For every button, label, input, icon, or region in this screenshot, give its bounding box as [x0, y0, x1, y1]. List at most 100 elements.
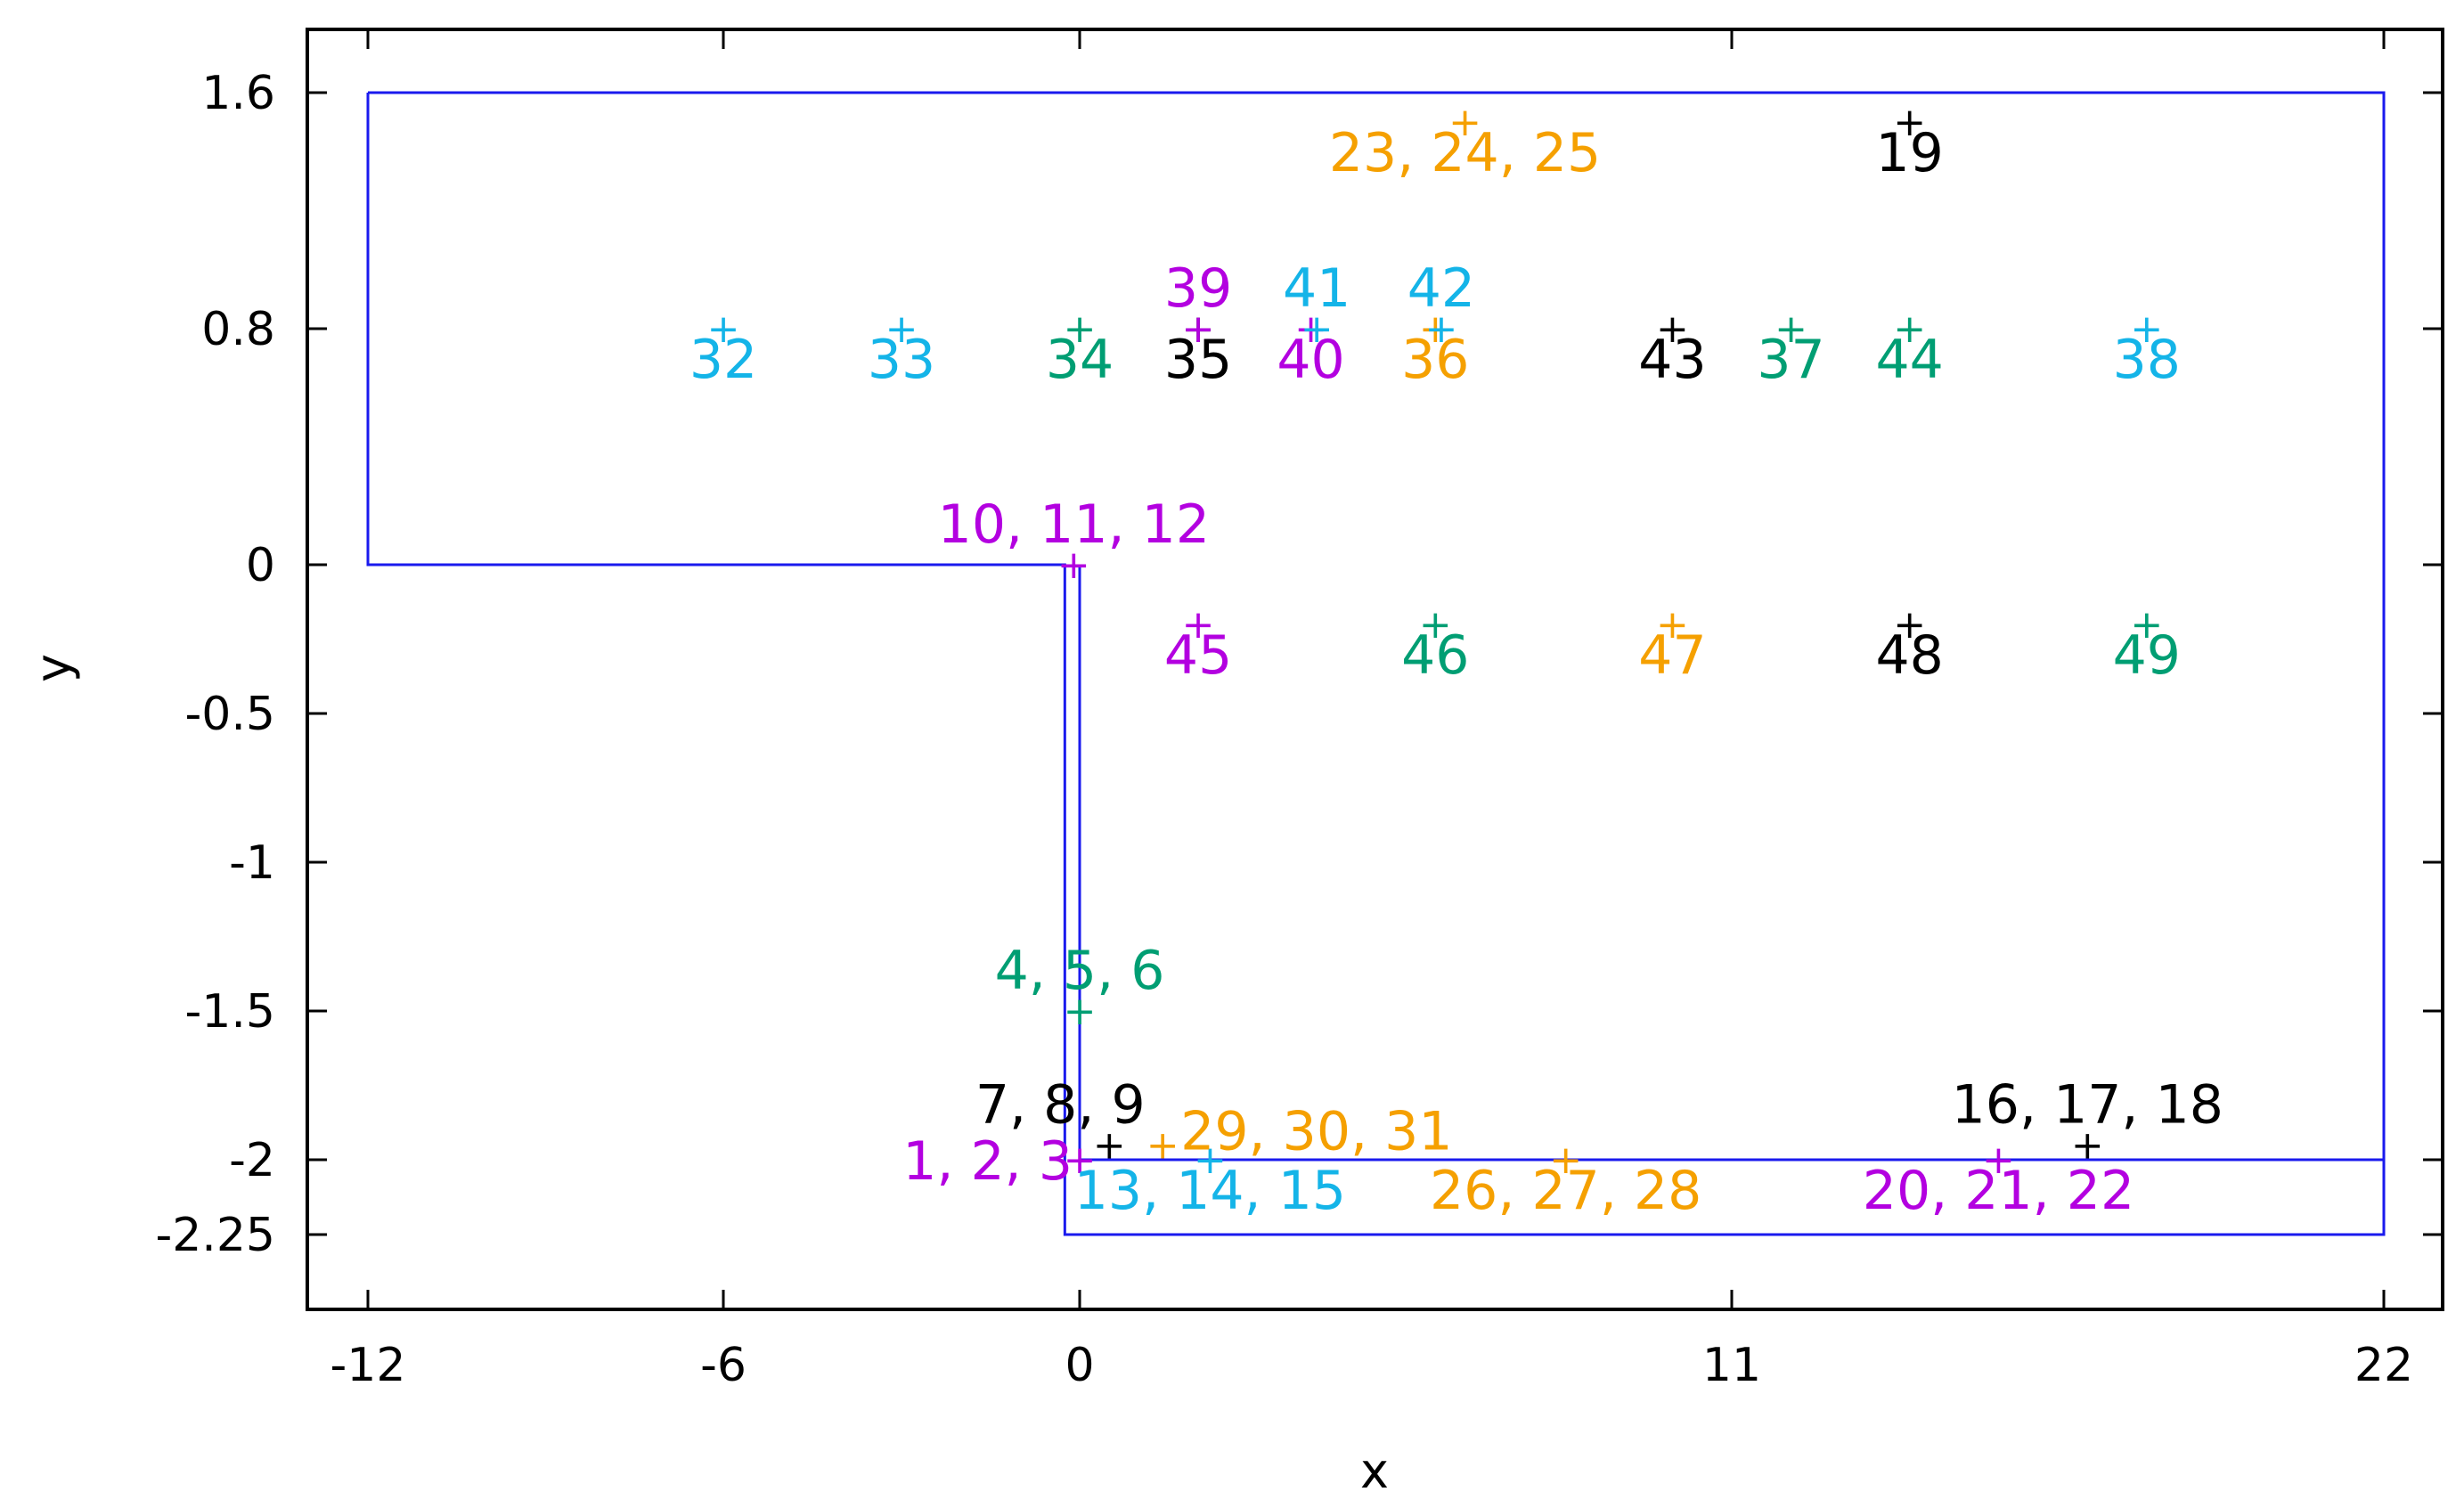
y-tick-label: -0.5 — [185, 688, 275, 741]
point-marker: + — [1182, 306, 1215, 352]
point-label: 44 — [1875, 329, 1943, 391]
x-tick-label: -6 — [700, 1339, 747, 1392]
point: +49 — [2113, 602, 2181, 687]
point-label: 19 — [1875, 122, 1943, 184]
point-label: 10, 11, 12 — [938, 493, 1210, 556]
point: +36 — [1401, 306, 1469, 391]
point-marker: + — [1064, 989, 1097, 1034]
point-label: 33 — [868, 329, 935, 391]
point: +44 — [1875, 306, 1943, 391]
point-marker: + — [1982, 1137, 2015, 1183]
point-marker: + — [2130, 306, 2163, 352]
point-marker: + — [1093, 1122, 1126, 1168]
point: +38 — [2113, 306, 2181, 391]
point-label: 43 — [1638, 329, 1706, 391]
x-tick-label: -12 — [330, 1339, 406, 1392]
point-label: 16, 17, 18 — [1952, 1073, 2223, 1136]
point-marker: + — [1893, 100, 1926, 145]
point-marker: + — [1419, 602, 1452, 648]
point-marker: + — [1182, 602, 1215, 648]
point-label: 29, 30, 31 — [1180, 1100, 1452, 1162]
point: +41 — [1283, 257, 1350, 352]
point-label: 23, 24, 25 — [1329, 122, 1601, 184]
point-marker: + — [707, 306, 740, 352]
point-marker: + — [1182, 306, 1215, 352]
point: +20, 21, 22 — [1863, 1137, 2134, 1222]
point-marker: + — [2071, 1122, 2104, 1168]
point: +10, 11, 12 — [938, 493, 1210, 588]
point: +43 — [1638, 306, 1706, 391]
point-marker: + — [1419, 306, 1452, 352]
x-tick-label: 22 — [2354, 1339, 2413, 1392]
point-marker: + — [1064, 306, 1097, 352]
point: +37 — [1757, 306, 1824, 391]
point-marker: + — [1775, 306, 1807, 352]
point: +32 — [689, 306, 757, 391]
y-tick-label: 0 — [246, 539, 275, 592]
point-marker: + — [1656, 602, 1689, 648]
y-tick-label: 1.6 — [201, 67, 275, 120]
point: +47 — [1638, 602, 1706, 687]
point-marker: + — [1064, 1137, 1097, 1183]
point-label: 7, 8, 9 — [975, 1073, 1146, 1136]
x-tick-label: 11 — [1702, 1339, 1761, 1392]
point: +19 — [1875, 100, 1943, 184]
point: +33 — [868, 306, 935, 391]
point-label: 32 — [689, 329, 757, 391]
axis-tick-labels: -12 -6 0 11 22 1.6 0.8 0 -0.5 -1 -1.5 -2 -2.25 — [155, 67, 2413, 1392]
point: +29, 30, 31 — [1146, 1100, 1453, 1168]
point-label: 42 — [1407, 257, 1475, 320]
point-marker: + — [1893, 602, 1926, 648]
point-label: 48 — [1875, 624, 1943, 687]
point-label: 47 — [1638, 624, 1706, 687]
point-label: 46 — [1401, 624, 1469, 687]
point-label: 38 — [2113, 329, 2181, 391]
point: +42 — [1407, 257, 1475, 352]
point-marker: + — [1294, 306, 1327, 352]
point-marker: + — [1424, 306, 1457, 352]
point-marker: + — [1448, 100, 1481, 145]
point-label: 4, 5, 6 — [995, 940, 1165, 1002]
data-points: +1, 2, 3+4, 5, 6+7, 8, 9+10, 11, 12+13, … — [689, 100, 2223, 1222]
y-axis-title: y — [25, 654, 81, 682]
point-marker: + — [1194, 1137, 1227, 1183]
point: +39 — [1164, 257, 1232, 352]
point-label: 35 — [1164, 329, 1232, 391]
point-label: 49 — [2113, 624, 2181, 687]
point-marker: + — [1146, 1122, 1179, 1168]
point: +40 — [1277, 306, 1344, 391]
y-tick-label: 0.8 — [201, 303, 275, 356]
y-tick-label: -1.5 — [185, 985, 275, 1039]
point-label: 39 — [1164, 257, 1232, 320]
point-label: 40 — [1277, 329, 1344, 391]
point-label: 13, 14, 15 — [1074, 1160, 1346, 1222]
point-label: 34 — [1046, 329, 1114, 391]
point: +16, 17, 18 — [1952, 1073, 2223, 1168]
point-marker: + — [1893, 306, 1926, 352]
point-marker: + — [1656, 306, 1689, 352]
point-marker: + — [1549, 1137, 1582, 1183]
point: +13, 14, 15 — [1074, 1137, 1346, 1222]
point-label: 36 — [1401, 329, 1469, 391]
y-tick-label: -2 — [229, 1134, 275, 1187]
point-label: 26, 27, 28 — [1430, 1160, 1701, 1222]
point: +46 — [1401, 602, 1469, 687]
point: +1, 2, 3 — [902, 1130, 1096, 1193]
point-label: 1, 2, 3 — [902, 1130, 1073, 1193]
point: +7, 8, 9 — [975, 1073, 1146, 1168]
point-marker: + — [1057, 542, 1090, 588]
point-label: 45 — [1164, 624, 1232, 687]
point: +48 — [1875, 602, 1943, 687]
point-label: 37 — [1757, 329, 1824, 391]
boundary-outer — [366, 91, 2386, 1236]
point-label: 41 — [1283, 257, 1350, 320]
y-tick-label: -2.25 — [155, 1209, 275, 1262]
point-marker: + — [2130, 602, 2163, 648]
point: +35 — [1164, 306, 1232, 391]
boundary-inner — [1078, 565, 2384, 1162]
axis-ticks — [307, 29, 2443, 1309]
point-marker: + — [1301, 306, 1334, 352]
x-axis-title: x — [1360, 1443, 1389, 1499]
point: +26, 27, 28 — [1430, 1137, 1701, 1222]
